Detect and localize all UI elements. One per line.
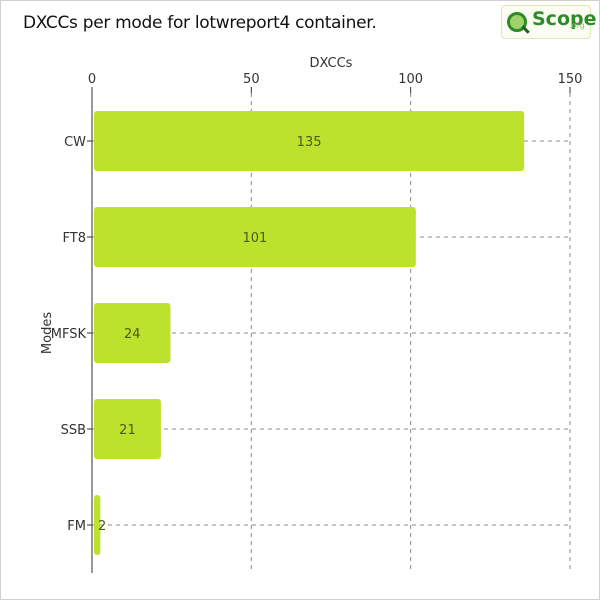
x-tick-label: 50 bbox=[243, 72, 260, 87]
bar-value-label: 101 bbox=[243, 231, 268, 246]
bar-value-label: 21 bbox=[119, 423, 136, 438]
bar-value-label: 2 bbox=[98, 519, 106, 534]
chart-title: DXCCs per mode for lotwreport4 container… bbox=[23, 13, 377, 33]
bar bbox=[94, 399, 161, 459]
y-axis-title: Modes bbox=[40, 312, 55, 354]
y-tick-label: CW bbox=[64, 135, 86, 150]
bar bbox=[94, 207, 416, 267]
y-tick-label: FM bbox=[67, 519, 86, 534]
bar bbox=[94, 111, 525, 171]
bar bbox=[94, 303, 171, 363]
x-tick-label: 150 bbox=[558, 72, 583, 87]
bar-value-label: 24 bbox=[124, 327, 141, 342]
qscope-logo: Scope .org bbox=[501, 5, 597, 39]
y-tick-label: FT8 bbox=[63, 231, 86, 246]
x-tick-label: 100 bbox=[398, 72, 423, 87]
y-tick-label: SSB bbox=[61, 423, 86, 438]
logo-suffix: .org bbox=[569, 21, 585, 30]
bar-layer: 135 101 24 21 2 bbox=[94, 111, 525, 555]
bar bbox=[94, 495, 101, 555]
x-axis-title: DXCCs bbox=[310, 56, 353, 71]
y-tick-label: MFSK bbox=[51, 327, 87, 342]
axis-layer: 0 50 100 150 CW FT8 MFSK SSB FM bbox=[51, 72, 583, 573]
x-tick-label: 0 bbox=[88, 72, 96, 87]
logo-word: Scope bbox=[532, 8, 597, 30]
bar-value-label: 135 bbox=[297, 135, 322, 150]
grid-layer bbox=[92, 93, 571, 573]
